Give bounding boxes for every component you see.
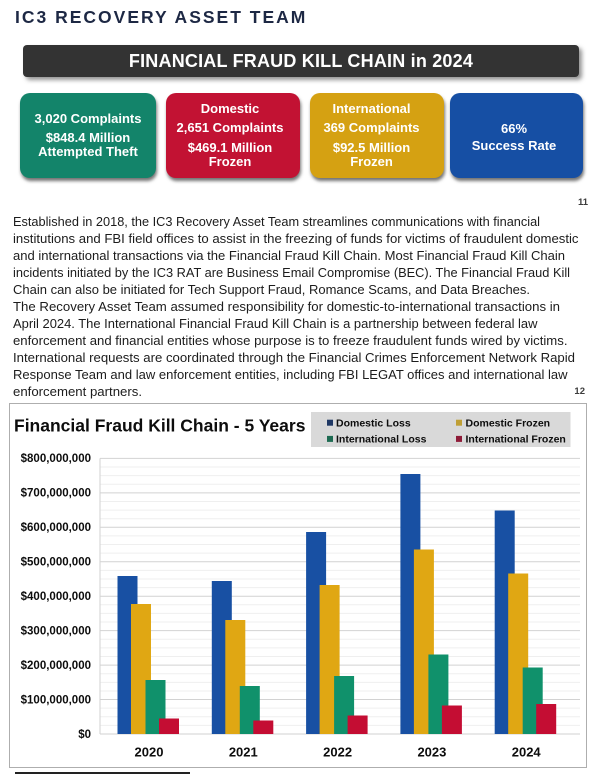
svg-text:$800,000,000: $800,000,000 [21, 453, 91, 465]
svg-text:$100,000,000: $100,000,000 [21, 694, 91, 706]
svg-text:International Frozen: International Frozen [466, 434, 566, 446]
svg-text:$200,000,000: $200,000,000 [21, 660, 91, 672]
svg-text:$700,000,000: $700,000,000 [21, 488, 91, 500]
svg-text:2023: 2023 [417, 745, 446, 760]
svg-text:2024: 2024 [512, 745, 542, 760]
svg-text:$600,000,000: $600,000,000 [21, 522, 91, 534]
svg-text:Domestic Loss: Domestic Loss [336, 417, 411, 429]
svg-text:$500,000,000: $500,000,000 [21, 557, 91, 569]
svg-text:$0: $0 [78, 729, 91, 741]
svg-text:International Loss: International Loss [336, 434, 427, 446]
svg-text:$300,000,000: $300,000,000 [21, 625, 91, 637]
svg-text:Domestic Frozen: Domestic Frozen [466, 417, 551, 429]
svg-text:$400,000,000: $400,000,000 [21, 591, 91, 603]
svg-text:2021: 2021 [229, 745, 258, 760]
svg-text:Financial Fraud Kill Chain - 5: Financial Fraud Kill Chain - 5 Years [14, 416, 306, 436]
svg-text:2020: 2020 [135, 745, 164, 760]
svg-text:2022: 2022 [323, 745, 352, 760]
